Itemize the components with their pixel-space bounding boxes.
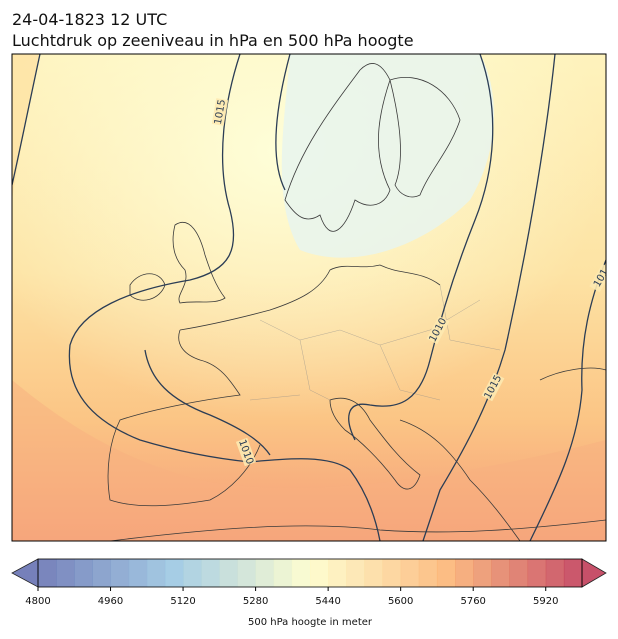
colorbar-bin xyxy=(110,559,130,587)
colorbar-tick-label: 4960 xyxy=(98,596,123,607)
colorbar-bin xyxy=(473,559,492,587)
colorbar-bin xyxy=(128,559,148,587)
label-bg xyxy=(589,263,606,293)
colorbar-bin xyxy=(364,559,384,587)
label-bg xyxy=(235,437,257,467)
colorbar-bin xyxy=(92,559,112,587)
colorbar-bin xyxy=(382,559,402,587)
colorbar-bin xyxy=(291,559,311,587)
borders xyxy=(249,284,501,401)
colorbar-tick-label: 4800 xyxy=(25,596,50,607)
colorbar-bin xyxy=(400,559,420,587)
colorbar-bin xyxy=(346,559,365,587)
coastlines xyxy=(107,63,606,541)
label-bg xyxy=(481,372,505,402)
colorbar-bin xyxy=(56,559,75,587)
colorbar-bin xyxy=(74,559,93,587)
colorbar-bin xyxy=(436,559,456,587)
colorbar-bin xyxy=(183,559,202,587)
colorbar-bin xyxy=(164,559,184,587)
colorbar-bin xyxy=(38,559,57,587)
colorbar-tick-label: 5760 xyxy=(460,596,485,607)
colorbar-bin xyxy=(146,559,166,587)
colorbar-extend-low xyxy=(11,558,39,588)
colorbar-bin xyxy=(201,559,220,587)
colorbar-tick-label: 5920 xyxy=(533,596,558,607)
label-bg xyxy=(211,98,229,126)
colorbar-bin xyxy=(545,559,565,587)
label-bg xyxy=(426,315,450,345)
colorbar-bin xyxy=(255,559,275,587)
colorbar-frame xyxy=(37,558,583,588)
colorbar-bin xyxy=(491,559,510,587)
colorbar-bin xyxy=(527,559,547,587)
contour-label: 1015 xyxy=(213,99,228,126)
colorbar-tick-label: 5120 xyxy=(170,596,195,607)
colorbar-tick-label: 5440 xyxy=(315,596,340,607)
colorbar-bin xyxy=(219,559,238,587)
colorbar-extend-high xyxy=(581,558,607,588)
title: 24-04-1823 12 UTC xyxy=(12,10,167,29)
colorbar-bin xyxy=(273,559,293,587)
colorbar-bin xyxy=(237,559,257,587)
colorbar-tick-label: 5600 xyxy=(388,596,413,607)
subtitle: Luchtdruk op zeeniveau in hPa en 500 hPa… xyxy=(12,31,414,50)
colorbar-bin xyxy=(310,559,329,587)
colorbar: 4800 4960 5120 5280 5440 5600 5760 5920 500 hPa … xyxy=(11,558,607,628)
map-frame xyxy=(11,53,607,542)
colorbar-label: 500 hPa hoogte in meter xyxy=(248,617,373,628)
colorbar-bin xyxy=(563,559,583,587)
colorbar-bin xyxy=(418,559,438,587)
colorbar-bin xyxy=(509,559,529,587)
colorbar-bin xyxy=(455,559,474,587)
colorbar-tick-label: 5280 xyxy=(243,596,268,607)
colorbar-bin xyxy=(328,559,347,587)
